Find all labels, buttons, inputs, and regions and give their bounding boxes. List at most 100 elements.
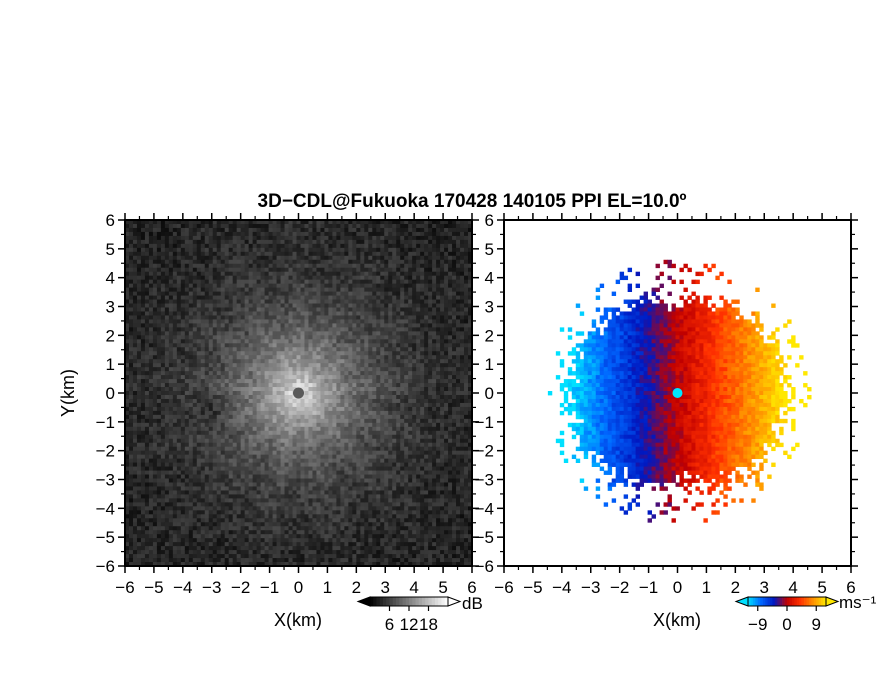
snr-cell: [160, 498, 166, 503]
snr-cell: [328, 295, 333, 300]
snr-cell: [312, 319, 317, 324]
snr-cell: [288, 518, 293, 523]
snr-cell: [260, 295, 265, 300]
snr-cell: [324, 470, 329, 475]
snr-cell: [168, 259, 174, 265]
snr-cell: [204, 359, 210, 364]
snr-cell: [220, 255, 226, 261]
snr-cell: [284, 231, 289, 237]
snr-cell: [312, 438, 317, 444]
snr-cell: [332, 534, 337, 539]
snr-cell: [248, 379, 254, 384]
snr-cell: [236, 558, 242, 563]
snr-cell: [276, 227, 281, 233]
snr-cell: [200, 422, 206, 428]
snr-cell: [260, 414, 265, 420]
snr-cell: [128, 490, 134, 495]
snr-cell: [212, 351, 218, 356]
snr-cell: [264, 339, 269, 344]
snr-cell: [212, 220, 218, 225]
snr-cell: [296, 231, 301, 237]
snr-cell: [324, 402, 329, 408]
snr-cell: [276, 426, 281, 432]
snr-cell: [340, 462, 345, 467]
snr-cell: [312, 327, 317, 332]
snr-cell: [140, 558, 146, 563]
snr-cell: [192, 510, 198, 515]
snr-cell: [284, 220, 289, 225]
snr-cell: [308, 327, 313, 332]
snr-cell: [136, 303, 142, 308]
snr-cell: [184, 327, 190, 332]
snr-cell: [320, 494, 325, 499]
snr-cell: [144, 239, 150, 245]
snr-cell: [348, 235, 353, 241]
snr-cell: [284, 446, 289, 452]
snr-cell: [252, 398, 258, 404]
snr-cell: [220, 243, 226, 249]
snr-cell: [136, 454, 142, 460]
snr-cell: [220, 391, 226, 396]
snr-cell: [160, 490, 166, 495]
snr-cell: [192, 470, 198, 475]
snr-cell: [144, 220, 150, 225]
snr-cell: [312, 402, 317, 408]
snr-cell: [144, 394, 150, 400]
snr-cell: [284, 486, 289, 491]
snr-cell: [152, 514, 158, 519]
snr-cell: [136, 243, 142, 249]
snr-cell: [224, 375, 230, 380]
snr-cell: [204, 383, 210, 388]
snr-cell: [224, 323, 230, 328]
snr-cell: [148, 434, 154, 440]
snr-cell: [292, 510, 297, 515]
snr-cell: [324, 311, 329, 316]
snr-cell: [344, 371, 349, 376]
snr-cell: [304, 363, 309, 368]
snr-cell: [332, 394, 337, 400]
snr-cell: [316, 482, 321, 487]
snr-cell: [348, 331, 353, 336]
snr-cell: [152, 319, 158, 324]
snr-cell: [288, 227, 293, 233]
snr-cell: [196, 251, 202, 257]
snr-cell: [280, 510, 285, 515]
snr-cell: [168, 518, 174, 523]
snr-cell: [292, 546, 297, 551]
snr-cell: [264, 466, 269, 471]
snr-cell: [184, 550, 190, 555]
snr-cell: [184, 319, 190, 324]
snr-cell: [140, 295, 146, 300]
snr-cell: [132, 526, 138, 531]
snr-cell: [164, 558, 170, 563]
snr-cell: [196, 291, 202, 296]
snr-cell: [344, 327, 349, 332]
snr-cell: [244, 303, 250, 308]
snr-cell: [184, 243, 190, 249]
snr-cell: [160, 514, 166, 519]
snr-cell: [304, 442, 309, 448]
snr-cell: [264, 371, 269, 376]
snr-cell: [264, 454, 269, 460]
snr-cell: [252, 295, 258, 300]
snr-cell: [240, 450, 246, 456]
snr-cell: [172, 462, 178, 467]
snr-cell: [256, 494, 262, 499]
snr-cell: [188, 279, 194, 285]
snr-cell: [140, 538, 146, 543]
snr-cell: [224, 562, 230, 567]
snr-cell: [240, 550, 246, 555]
snr-cell: [320, 303, 325, 308]
snr-cell: [332, 398, 337, 404]
snr-cell: [272, 379, 277, 384]
snr-cell: [308, 518, 313, 523]
snr-cell: [264, 434, 269, 440]
snr-cell: [152, 355, 158, 360]
snr-cell: [192, 542, 198, 547]
snr-cell: [140, 375, 146, 380]
snr-cell: [272, 422, 277, 428]
snr-cell: [324, 367, 329, 372]
snr-cell: [244, 359, 250, 364]
snr-cell: [244, 335, 250, 340]
snr-cell: [140, 303, 146, 308]
